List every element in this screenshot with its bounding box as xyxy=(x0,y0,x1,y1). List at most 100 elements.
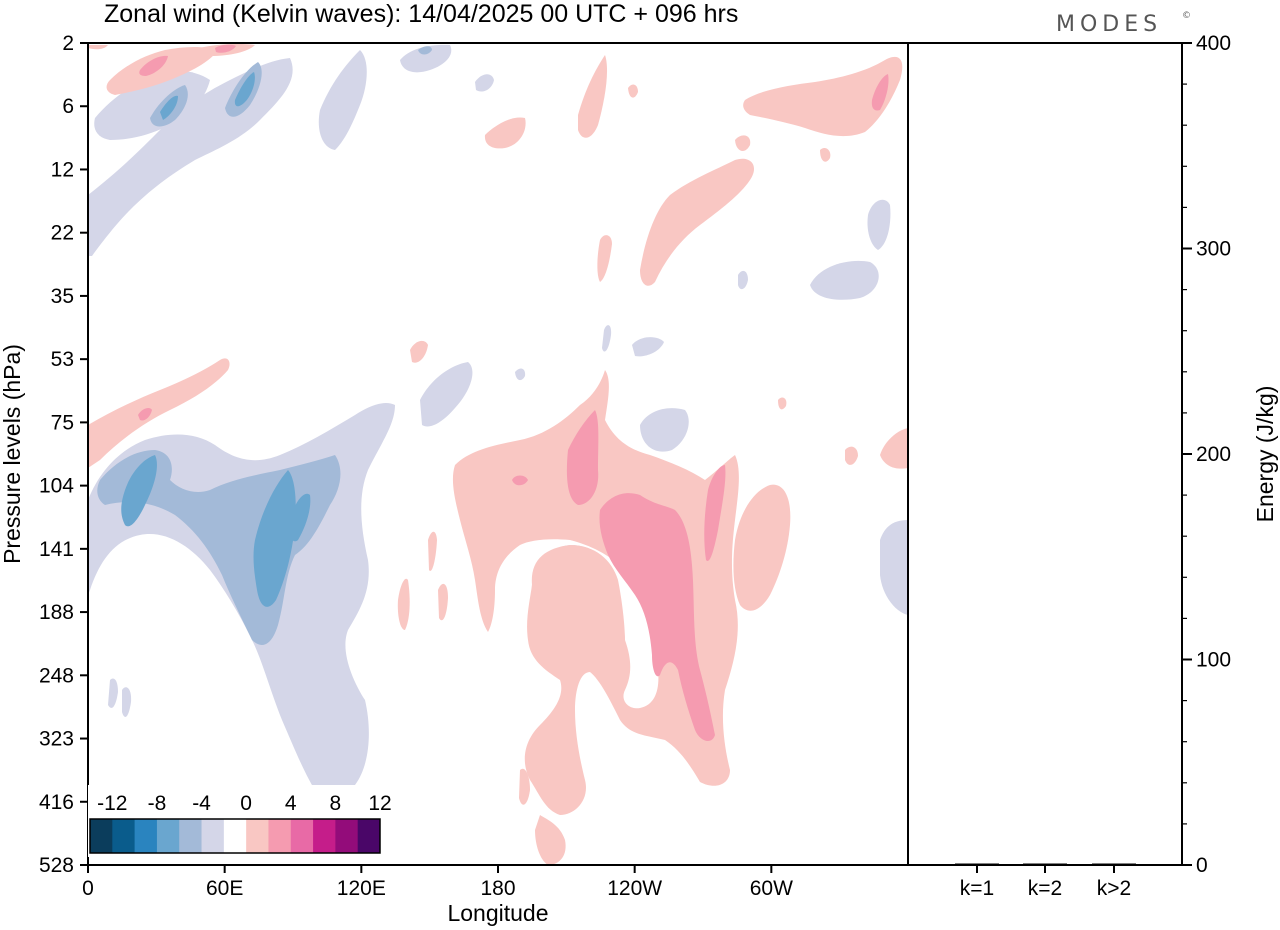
colorbar-label: -4 xyxy=(192,792,211,815)
contour-pos2-upper-e xyxy=(578,55,608,138)
contour-neg2-mid-lower-a xyxy=(108,678,118,708)
colorbar-swatch xyxy=(290,819,314,853)
contour-neg2-upper-g xyxy=(632,337,664,357)
contour-pos4-small xyxy=(512,475,528,486)
longitude-tick-label: 180 xyxy=(480,877,515,900)
contour-neg2-mid-small-a xyxy=(420,362,473,427)
contour-pos2-left-mid-a xyxy=(397,578,410,630)
colorbar-swatch xyxy=(246,819,269,853)
energy-tick-label: 200 xyxy=(1196,443,1231,466)
wavenumber-tick-label: k=1 xyxy=(960,877,994,900)
longitude-axis: 0 60E 120E 180 120W 60W xyxy=(82,865,793,900)
contour-pos4-right-streak xyxy=(704,465,726,561)
contour-neg2-upper-e xyxy=(810,260,879,300)
pressure-tick-label: 22 xyxy=(51,222,74,245)
contour-pos2-left-mid-b xyxy=(428,531,437,571)
colorbar-swatch xyxy=(201,819,225,853)
contour-neg6-mid-core xyxy=(253,470,296,607)
contour-pos2-right-edge-mid xyxy=(880,428,908,469)
contour-neg2-mid-small-b xyxy=(515,368,526,381)
contour-pos2-tilted-band xyxy=(88,358,230,468)
energy-tick-label: 100 xyxy=(1196,649,1231,672)
contour-pos4-upper-b xyxy=(871,74,889,111)
contour-pos2-small-c xyxy=(845,446,858,465)
contour-pos2-right-a xyxy=(733,484,791,611)
colorbar-label: -8 xyxy=(148,792,167,815)
colorbar-swatch xyxy=(134,819,158,853)
contour-neg4-upper-d xyxy=(160,95,178,120)
contour-pos2-small-a xyxy=(410,340,428,363)
contour-pos4-upper-a xyxy=(139,55,168,76)
wavenumber-tick-label: k>2 xyxy=(1097,877,1131,900)
pressure-tick-label: 141 xyxy=(39,538,74,561)
energy-tick-label: 300 xyxy=(1196,238,1231,261)
colorbar-label: -12 xyxy=(97,792,127,815)
contour-fill xyxy=(88,44,908,865)
contour-neg2-mid-lower-b xyxy=(122,687,132,717)
colorbar-swatch xyxy=(335,819,359,853)
colorbar-swatch xyxy=(112,819,136,853)
longitude-tick-label: 60E xyxy=(206,877,243,900)
contour-neg2-mid-small-e xyxy=(602,325,612,352)
colorbar-swatch xyxy=(156,819,180,853)
pressure-axis: 2 6 12 22 35 53 75 104 141 188 248 323 416 528 xyxy=(39,32,88,877)
energy-bar-chart: 0 100 200 300 400 k=1 k=2 k>2 xyxy=(907,32,1231,900)
colorbar-swatch xyxy=(223,819,247,853)
colorbar-swatch xyxy=(313,819,336,853)
contour-neg6-mid-left xyxy=(121,455,157,527)
wavenumber-tick-label: k=2 xyxy=(1028,877,1062,900)
longitude-tick-label: 60W xyxy=(750,877,793,900)
energy-tick-label: 400 xyxy=(1196,32,1231,55)
contour-pos2-upper-a xyxy=(106,47,218,95)
contour-pos4-upper-c xyxy=(215,44,236,53)
chart-title: Zonal wind (Kelvin waves): 14/04/2025 00… xyxy=(104,0,738,28)
contour-pos2-upper-g xyxy=(743,56,903,137)
pressure-tick-label: 12 xyxy=(51,158,74,181)
energy-bar xyxy=(1092,863,1136,865)
contour-pos2-left-mid-c xyxy=(438,583,448,621)
hovmoller-plot: 2 6 12 22 35 53 75 104 141 188 248 323 416 528 0 60E 12… xyxy=(39,32,909,900)
contour-pos4-pacific-b xyxy=(599,493,715,742)
colorbar: -12 -8 -4 0 4 8 12 xyxy=(88,785,392,857)
modes-logo: MODES xyxy=(1056,12,1162,37)
colorbar-swatch xyxy=(268,819,292,853)
longitude-tick-label: 0 xyxy=(82,877,94,900)
pressure-tick-label: 416 xyxy=(39,791,74,814)
pressure-tick-label: 6 xyxy=(62,95,74,118)
contour-neg2-upper-f xyxy=(867,199,891,250)
pressure-tick-label: 248 xyxy=(39,664,74,687)
longitude-axis-label: Longitude xyxy=(447,900,548,926)
colorbar-label: 8 xyxy=(330,792,342,815)
energy-bar xyxy=(1023,863,1067,865)
contour-neg2-upper-c xyxy=(400,44,452,73)
contour-pos2-small-b xyxy=(778,397,787,410)
energy-bar xyxy=(955,863,999,865)
contour-pos2-upper-f xyxy=(640,158,755,286)
colorbar-swatch xyxy=(90,819,113,853)
contour-pos2-upper-k xyxy=(735,135,751,152)
contour-neg2-upper-d xyxy=(475,74,494,92)
longitude-tick-label: 120W xyxy=(607,877,662,900)
contour-pos2-left-mid-d xyxy=(519,768,530,805)
contour-neg2-mid-small-d xyxy=(880,520,908,615)
energy-axis: 0 100 200 300 400 xyxy=(1182,32,1231,877)
colorbar-frame xyxy=(89,818,381,854)
colorbar-label: 0 xyxy=(240,792,252,815)
pressure-axis-label: Pressure levels (hPa) xyxy=(0,344,25,564)
wavenumber-axis: k=1 k=2 k>2 xyxy=(960,865,1131,900)
energy-bars xyxy=(955,863,1136,865)
contour-pos4-pacific xyxy=(566,410,599,505)
colorbar-label: 12 xyxy=(368,792,391,815)
contour-pos2-upper-i xyxy=(820,147,831,162)
contour-neg2-upper-b xyxy=(318,50,367,150)
contour-pos2-upper-b xyxy=(88,45,108,50)
colorbar-swatch xyxy=(357,819,381,853)
contour-pos2-upper-h xyxy=(597,235,612,282)
pressure-tick-label: 188 xyxy=(39,601,74,624)
colorbar-label: 4 xyxy=(285,792,297,815)
contour-neg6-mid-b xyxy=(289,493,311,542)
contour-pos2-upper-j xyxy=(628,84,638,98)
pressure-tick-label: 104 xyxy=(39,475,74,498)
pressure-tick-label: 35 xyxy=(51,285,74,308)
